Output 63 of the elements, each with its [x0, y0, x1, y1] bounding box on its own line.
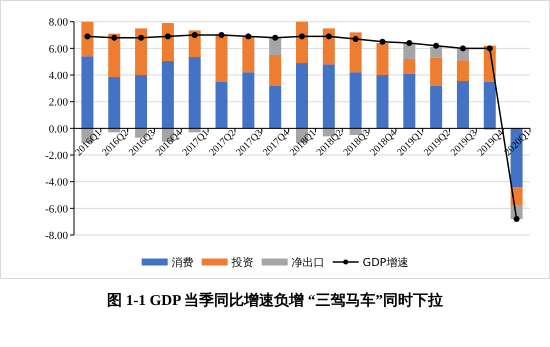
point [460, 45, 466, 52]
bar [135, 28, 148, 76]
point [486, 45, 493, 52]
y-tick-label: 2.00 [48, 96, 68, 109]
point [299, 33, 305, 40]
y-tick-label: -4.00 [45, 176, 68, 189]
bar [403, 74, 416, 128]
bar [403, 59, 416, 74]
bar [430, 58, 442, 86]
bar [430, 47, 442, 58]
bar [484, 82, 496, 128]
point [326, 33, 332, 40]
y-tick-label: -8.00 [45, 230, 68, 242]
bar [350, 72, 362, 128]
point [138, 34, 144, 41]
point [352, 36, 359, 42]
bar [188, 57, 201, 128]
y-tick-label: 6.00 [48, 43, 68, 56]
bar [162, 61, 174, 128]
y-tick-label: -6.00 [45, 203, 68, 216]
point [272, 34, 278, 41]
y-tick-label: -2.00 [45, 150, 68, 162]
y-tick-label: 0.00 [48, 123, 68, 136]
bar [376, 43, 388, 76]
bar [81, 22, 94, 56]
bar [81, 56, 94, 128]
bar [216, 82, 228, 128]
y-tick-label: 8.00 [48, 16, 68, 29]
point [84, 33, 90, 40]
bar [456, 60, 469, 82]
bar [456, 81, 469, 128]
point [218, 32, 225, 38]
point [192, 32, 198, 38]
bar [269, 55, 282, 86]
y-tick-label: 4.00 [48, 70, 68, 82]
bar [162, 23, 174, 62]
bar [269, 86, 282, 128]
bar [108, 77, 120, 128]
legend-label: 投资 [230, 256, 254, 269]
bar [242, 36, 254, 72]
bar [296, 22, 308, 64]
point [111, 34, 118, 41]
legend-label: 净出口 [292, 256, 325, 269]
text: 图 1-1 GDP 当季同比增速负增 “三驾马车”同时下拉 [107, 291, 443, 309]
point [245, 33, 252, 40]
point [514, 216, 520, 222]
point [433, 42, 440, 49]
bar [322, 28, 335, 64]
point [406, 40, 412, 46]
bar [108, 34, 120, 78]
bar [296, 63, 308, 128]
bar [350, 32, 362, 72]
legend-label: GDP增速 [362, 256, 408, 269]
legend-label: 消费 [172, 256, 194, 269]
bar [216, 34, 228, 82]
bar [242, 72, 254, 128]
bar [376, 75, 388, 128]
bar [430, 86, 442, 128]
bar [322, 64, 335, 128]
point [379, 38, 386, 45]
bar [269, 38, 282, 56]
point [164, 33, 171, 40]
bar [135, 75, 148, 128]
